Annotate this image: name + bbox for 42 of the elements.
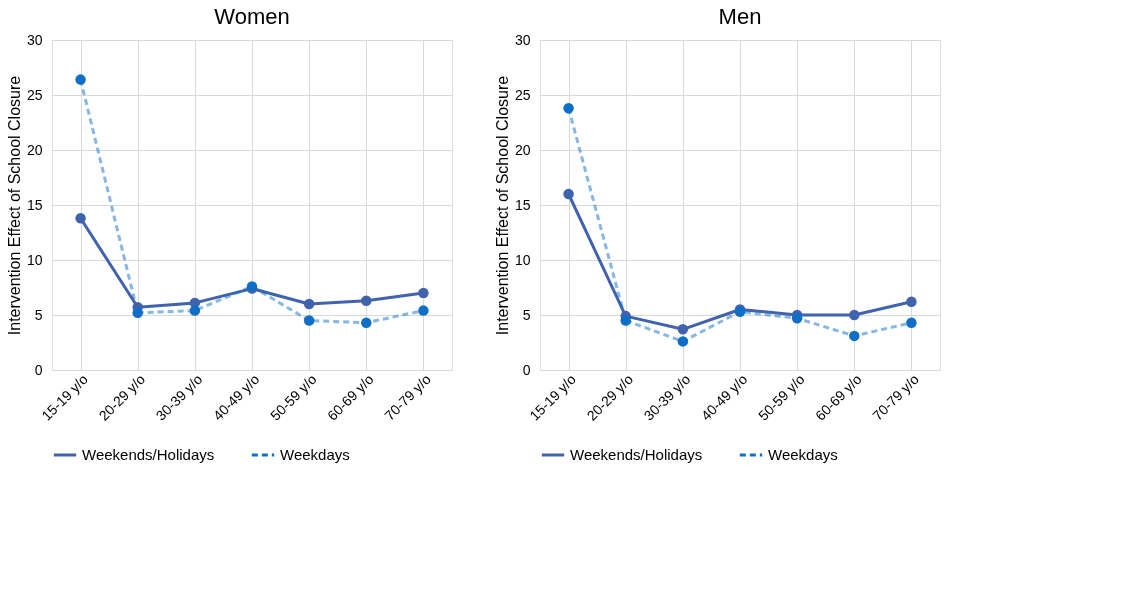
y-tick-label: 5	[34, 306, 43, 323]
chart-title: Women	[214, 4, 290, 29]
y-tick-label: 30	[26, 31, 43, 48]
point	[361, 295, 372, 306]
point	[677, 336, 689, 347]
y-tick-label: 10	[26, 251, 43, 268]
chart-title: Men	[718, 4, 762, 29]
y-tick-label: 15	[514, 196, 531, 213]
point	[677, 324, 689, 335]
legend-label: Weekends/Holidays	[82, 446, 215, 463]
y-tick-label: 5	[522, 306, 531, 323]
point	[906, 296, 917, 308]
legend-label: Weekdays	[768, 446, 838, 463]
point	[189, 305, 201, 316]
point	[418, 305, 429, 316]
point	[563, 188, 574, 200]
y-tick-label: 30	[514, 31, 531, 48]
point	[620, 315, 631, 326]
legend-label: Weekends/Holidays	[570, 446, 703, 463]
y-tick-label: 15	[26, 196, 43, 213]
point	[791, 313, 803, 324]
y-axis-title: Intervention Effect of School Closure	[493, 75, 511, 336]
y-tick-label: 0	[522, 361, 531, 378]
legend-label: Weekdays	[280, 446, 350, 463]
point	[418, 287, 429, 299]
y-tick-label: 10	[514, 251, 531, 268]
y-axis-title: Intervention Effect of School Closure	[5, 75, 23, 336]
point	[849, 309, 860, 321]
point	[563, 102, 574, 114]
point	[906, 317, 917, 328]
y-tick-label: 25	[26, 86, 43, 103]
point	[75, 212, 86, 224]
point	[75, 74, 86, 85]
point	[132, 307, 143, 319]
point	[303, 315, 315, 326]
y-tick-label: 20	[514, 141, 531, 158]
point	[849, 330, 860, 342]
point	[361, 317, 372, 328]
y-tick-label: 0	[34, 361, 43, 378]
y-tick-label: 20	[26, 141, 43, 158]
point	[303, 298, 315, 310]
y-tick-label: 25	[514, 86, 531, 103]
